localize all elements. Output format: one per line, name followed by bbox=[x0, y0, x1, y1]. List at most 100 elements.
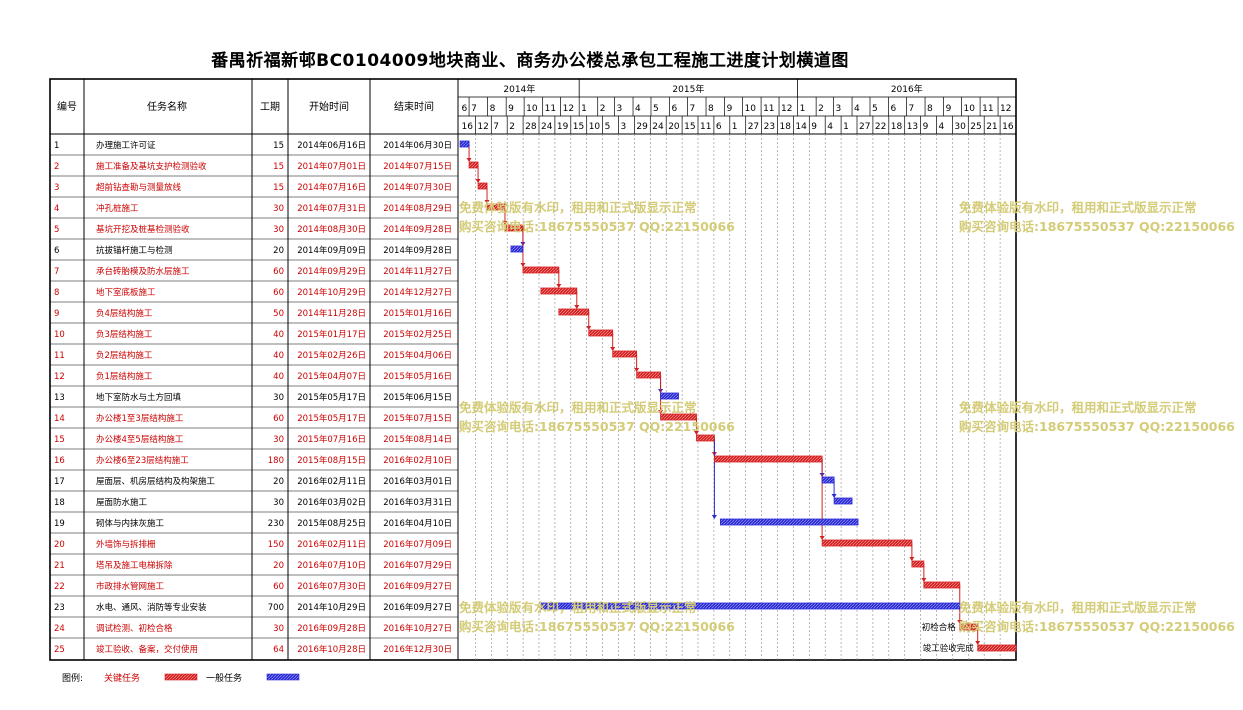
task-end: 2016年09月27日 bbox=[383, 602, 452, 613]
annotation-task-24: 初检合格 bbox=[922, 622, 957, 633]
task-duration: 230 bbox=[268, 519, 284, 529]
month-label: 9 bbox=[727, 104, 733, 114]
dependency-line bbox=[711, 437, 715, 518]
task-bar-19 bbox=[719, 518, 859, 526]
week-label: 14 bbox=[795, 122, 807, 132]
task-start: 2016年07月10日 bbox=[297, 560, 366, 571]
task-bar-24 bbox=[959, 623, 979, 631]
task-duration: 40 bbox=[273, 330, 284, 340]
task-end: 2014年07月30日 bbox=[383, 182, 452, 193]
task-start: 2016年07月30日 bbox=[297, 581, 366, 592]
legend-critical-swatch bbox=[164, 673, 198, 681]
task-id: 22 bbox=[54, 582, 65, 592]
watermark-line1: 免费体验版有水印，租用和正式版显示正常 bbox=[959, 600, 1197, 615]
month-label: 2 bbox=[818, 104, 824, 114]
task-start: 2015年08月25日 bbox=[297, 518, 366, 529]
dependency-arrowhead bbox=[466, 158, 472, 162]
task-end: 2014年12月27日 bbox=[383, 287, 452, 298]
dependency-arrowhead bbox=[634, 368, 640, 372]
month-label: 9 bbox=[508, 104, 514, 114]
task-duration: 50 bbox=[273, 309, 284, 319]
task-name: 负4层结构施工 bbox=[96, 308, 153, 319]
month-label: 8 bbox=[490, 104, 496, 114]
task-id: 1 bbox=[54, 141, 59, 151]
task-start: 2014年07月01日 bbox=[297, 161, 366, 172]
task-duration: 30 bbox=[273, 225, 284, 235]
task-id: 2 bbox=[54, 162, 59, 172]
week-label: 29 bbox=[636, 122, 648, 132]
task-start: 2014年07月16日 bbox=[297, 182, 366, 193]
week-label: 15 bbox=[684, 122, 695, 132]
task-start: 2015年02月26日 bbox=[297, 350, 366, 361]
table-header: 编号 任务名称 工期 开始时间 结束时间 bbox=[57, 100, 434, 113]
task-id: 14 bbox=[54, 414, 65, 424]
month-label: 11 bbox=[982, 104, 993, 114]
task-name: 竣工验收、备案，交付使用 bbox=[96, 644, 198, 655]
task-duration: 40 bbox=[273, 372, 284, 382]
task-duration: 15 bbox=[273, 183, 284, 193]
month-label: 12 bbox=[563, 104, 574, 114]
month-label: 6 bbox=[891, 104, 897, 114]
task-end: 2015年08月14日 bbox=[383, 434, 452, 445]
task-duration: 60 bbox=[273, 414, 284, 424]
task-end: 2015年02月25日 bbox=[383, 329, 452, 340]
week-label: 10 bbox=[589, 122, 601, 132]
task-duration: 150 bbox=[268, 540, 284, 550]
watermark-line1: 免费体验版有水印，租用和正式版显示正常 bbox=[459, 400, 697, 415]
legend-critical-label: 关键任务 bbox=[104, 672, 140, 684]
dependency-arrowhead bbox=[556, 284, 562, 288]
task-end: 2016年03月31日 bbox=[383, 497, 452, 508]
task-id: 6 bbox=[54, 246, 59, 256]
task-duration: 60 bbox=[273, 582, 284, 592]
week-label: 2 bbox=[509, 122, 515, 132]
task-bar-14 bbox=[660, 413, 697, 421]
task-start: 2014年09月29日 bbox=[297, 266, 366, 277]
task-bar-10 bbox=[588, 329, 614, 337]
task-name: 调试检测、初检合格 bbox=[96, 623, 173, 634]
task-name: 水电、通风、消防等专业安装 bbox=[96, 602, 207, 613]
month-label: 1 bbox=[581, 104, 587, 114]
task-id: 13 bbox=[54, 393, 65, 403]
week-label: 11 bbox=[700, 122, 711, 132]
task-end: 2015年01月16日 bbox=[383, 308, 452, 319]
task-bar-21 bbox=[911, 560, 925, 568]
task-end: 2016年10月27日 bbox=[383, 623, 452, 634]
task-name: 地下室防水与土方回填 bbox=[96, 392, 182, 403]
task-bar-6 bbox=[510, 245, 524, 253]
task-id: 12 bbox=[54, 372, 65, 382]
task-id: 10 bbox=[54, 330, 65, 340]
watermark-line2: 购买咨询电话:18675550537 QQ:22150066 bbox=[459, 619, 735, 634]
week-label: 28 bbox=[525, 122, 537, 132]
task-name: 抗拔锚杆施工与检测 bbox=[96, 245, 173, 256]
dependency-arrowhead bbox=[909, 557, 915, 561]
header-end: 结束时间 bbox=[394, 100, 434, 113]
task-bar-12 bbox=[636, 371, 661, 379]
week-label: 9 bbox=[811, 122, 817, 132]
week-label: 16 bbox=[462, 122, 474, 132]
month-label: 5 bbox=[653, 104, 659, 114]
task-rows: 1 办理施工许可证 15 2014年06月16日 2014年06月30日 2 施工准备及基坑… bbox=[54, 140, 452, 655]
task-end: 2014年09月28日 bbox=[383, 224, 452, 235]
task-end: 2015年07月15日 bbox=[383, 413, 452, 424]
task-id: 3 bbox=[54, 183, 59, 193]
dependency-arrowhead bbox=[658, 410, 664, 414]
task-id: 5 bbox=[54, 225, 59, 235]
task-end: 2016年02月10日 bbox=[383, 455, 452, 466]
year-label: 2016年 bbox=[891, 83, 923, 95]
week-label: 3 bbox=[621, 122, 627, 132]
month-label: 6 bbox=[672, 104, 678, 114]
week-label: 5 bbox=[605, 122, 611, 132]
task-id: 17 bbox=[54, 477, 65, 487]
task-end: 2014年07月15日 bbox=[383, 161, 452, 172]
watermark-line1: 免费体验版有水印，租用和正式版显示正常 bbox=[959, 400, 1197, 415]
week-label: 27 bbox=[748, 122, 759, 132]
task-bar-23 bbox=[540, 602, 961, 610]
task-bar-20 bbox=[821, 539, 913, 547]
watermark-line2: 购买咨询电话:18675550537 QQ:22150066 bbox=[459, 219, 735, 234]
week-label: 21 bbox=[986, 122, 997, 132]
month-label: 7 bbox=[471, 104, 477, 114]
task-id: 16 bbox=[54, 456, 65, 466]
month-label: 5 bbox=[872, 104, 878, 114]
